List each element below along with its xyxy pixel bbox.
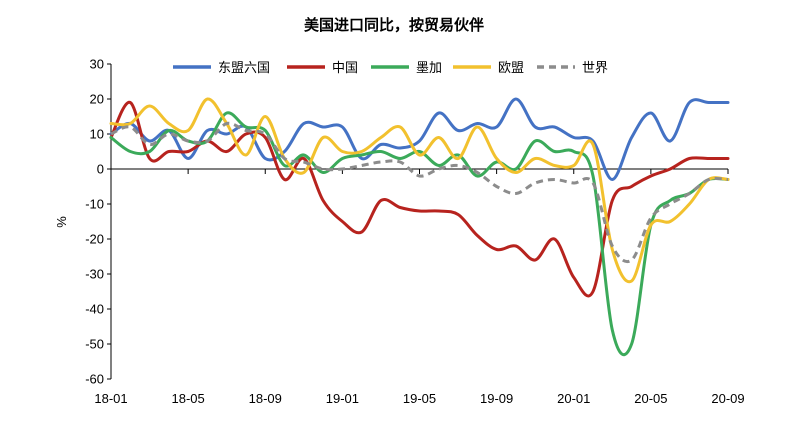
y-tick-label: 30 [90, 57, 104, 72]
y-axis-ticks: 30 20 10 0 -10 -20 -30 -40 -50 -60 [85, 57, 111, 387]
y-tick-label: -30 [85, 267, 104, 282]
y-tick-label: 0 [97, 162, 104, 177]
x-tick-label: 18-05 [172, 391, 205, 406]
axes [110, 64, 728, 379]
legend-label-3: 欧盟 [498, 61, 524, 76]
x-tick-label: 19-09 [480, 391, 513, 406]
y-tick-label: -20 [85, 232, 104, 247]
y-axis-label: % [54, 216, 69, 228]
legend-label-1: 中国 [332, 61, 358, 76]
series-line-0 [109, 97, 730, 181]
x-tick-label: 20-01 [557, 391, 590, 406]
legend-label-2: 墨加 [416, 61, 442, 76]
legend: 东盟六国 中国 墨加 欧盟 世界 [173, 61, 608, 76]
x-axis-ticks: 18-01 18-05 18-09 19-01 19-05 19-09 20-01 20-05… [94, 169, 745, 406]
x-tick-label: 19-05 [403, 391, 436, 406]
chart-title: 美国进口同比，按贸易伙伴 [304, 16, 484, 34]
series-lines [109, 97, 730, 357]
x-tick-label: 18-09 [249, 391, 282, 406]
series-line-2 [109, 111, 730, 357]
series-line-4 [110, 121, 729, 264]
x-tick-label: 20-09 [711, 391, 744, 406]
legend-label-0: 东盟六国 [218, 61, 270, 76]
series-line-1 [109, 100, 730, 298]
x-tick-label: 19-01 [326, 391, 359, 406]
y-tick-label: -10 [85, 197, 104, 212]
y-tick-label: 10 [90, 127, 104, 142]
y-tick-label: 20 [90, 92, 104, 107]
y-tick-label: -60 [85, 372, 104, 387]
y-tick-label: -50 [85, 337, 104, 352]
series-line-3 [109, 97, 730, 284]
y-tick-label: -40 [85, 302, 104, 317]
x-tick-label: 18-01 [94, 391, 127, 406]
legend-label-4: 世界 [582, 61, 608, 76]
x-tick-label: 20-05 [634, 391, 667, 406]
